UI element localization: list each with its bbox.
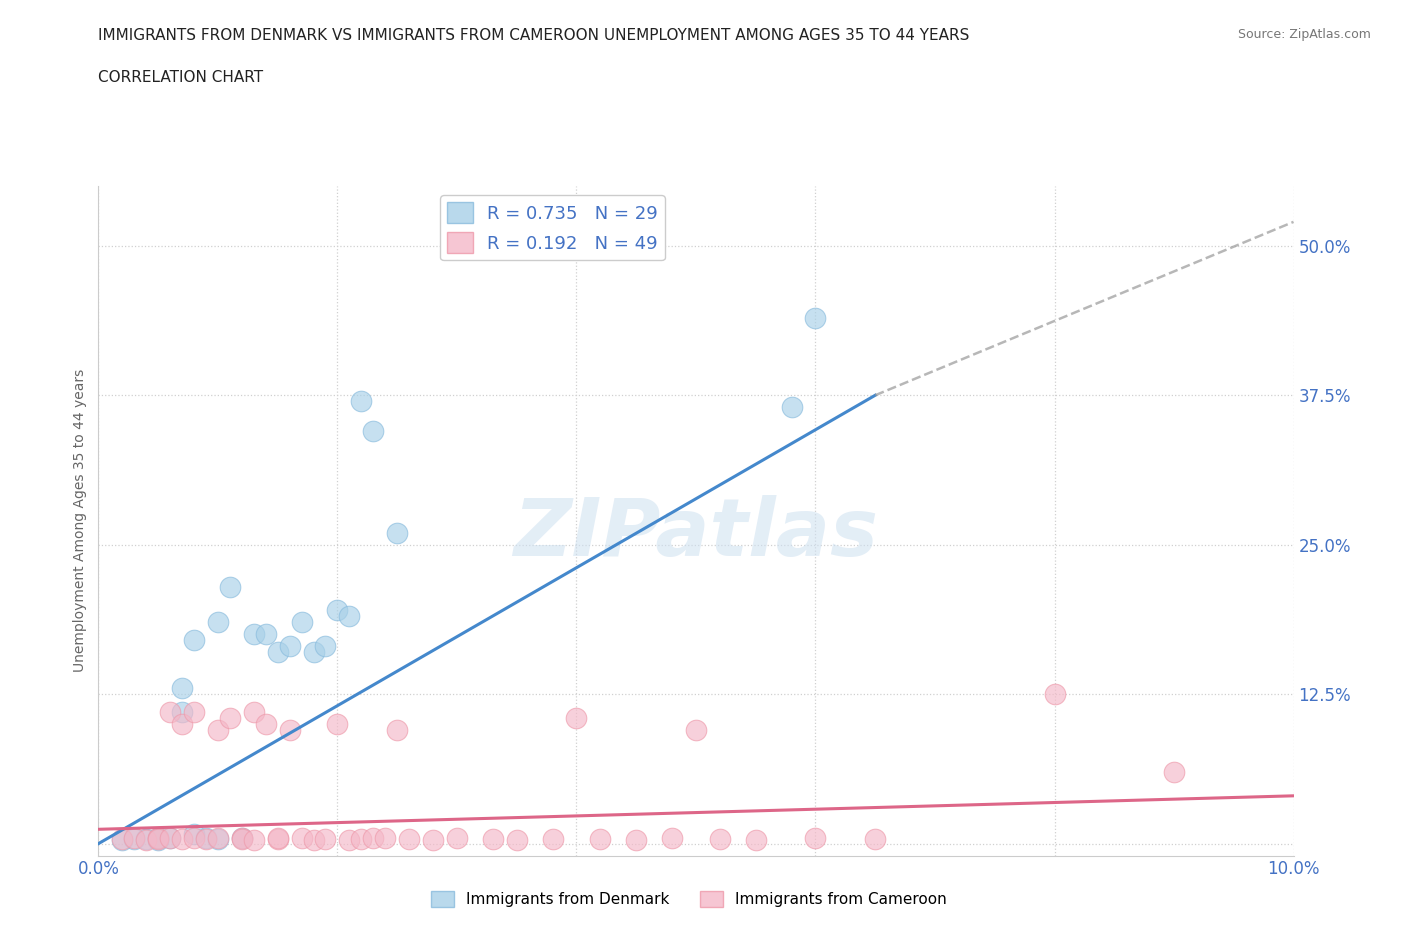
Point (194, 830, 218, 845)
Point (290, 830, 312, 845)
Point (231, 830, 253, 845)
Point (207, 831, 229, 846)
Point (326, 603, 349, 618)
Point (339, 832, 360, 847)
Point (685, 723, 707, 737)
Point (219, 579, 242, 594)
Point (243, 832, 266, 847)
Point (111, 832, 134, 847)
Point (172, 831, 194, 846)
Point (159, 830, 181, 845)
Point (745, 832, 768, 847)
Point (315, 831, 337, 846)
Point (148, 832, 170, 847)
Point (111, 831, 134, 846)
Point (363, 424, 385, 439)
Point (148, 830, 170, 845)
Point (326, 717, 349, 732)
Legend: R = 0.735   N = 29, R = 0.192   N = 49: R = 0.735 N = 29, R = 0.192 N = 49 (440, 195, 665, 260)
Text: ZIPatlas: ZIPatlas (513, 495, 879, 573)
Text: IMMIGRANTS FROM DENMARK VS IMMIGRANTS FROM CAMEROON UNEMPLOYMENT AMONG AGES 35 T: IMMIGRANTS FROM DENMARK VS IMMIGRANTS FR… (98, 28, 970, 43)
Point (385, 525, 409, 540)
Point (541, 831, 564, 846)
Point (172, 717, 194, 732)
Point (207, 615, 229, 630)
Point (148, 831, 170, 846)
Point (124, 831, 146, 846)
Point (194, 831, 218, 846)
Point (385, 723, 409, 737)
Point (780, 400, 803, 415)
Point (302, 644, 325, 659)
Point (398, 831, 420, 846)
Text: CORRELATION CHART: CORRELATION CHART (98, 70, 263, 85)
Point (709, 831, 731, 846)
Point (267, 830, 290, 845)
Point (1163, 764, 1185, 779)
Legend: Immigrants from Denmark, Immigrants from Cameroon: Immigrants from Denmark, Immigrants from… (425, 884, 953, 913)
Point (172, 681, 194, 696)
Point (506, 832, 529, 847)
Point (865, 831, 887, 846)
Point (231, 831, 253, 846)
Point (207, 830, 229, 845)
Point (207, 723, 229, 737)
Point (183, 830, 205, 845)
Point (243, 627, 266, 642)
Point (589, 831, 612, 846)
Point (374, 830, 396, 845)
Point (267, 644, 290, 659)
Point (148, 830, 170, 845)
Point (183, 633, 205, 648)
Point (254, 627, 277, 642)
Point (183, 705, 205, 720)
Point (159, 705, 181, 720)
Point (565, 711, 588, 725)
Point (624, 832, 647, 847)
Point (278, 723, 301, 737)
Point (350, 831, 373, 846)
Point (290, 615, 312, 630)
Point (278, 639, 301, 654)
Point (135, 832, 157, 847)
Point (172, 705, 194, 720)
Point (159, 830, 181, 845)
Point (231, 830, 253, 845)
Point (804, 830, 827, 845)
Point (243, 705, 266, 720)
Point (135, 831, 157, 846)
Point (219, 711, 242, 725)
Point (124, 830, 146, 845)
Point (804, 310, 827, 325)
Point (315, 639, 337, 654)
Point (1043, 686, 1066, 701)
Point (254, 717, 277, 732)
Point (422, 832, 444, 847)
Point (481, 831, 505, 846)
Point (350, 393, 373, 408)
Point (267, 831, 290, 846)
Point (339, 609, 360, 624)
Y-axis label: Unemployment Among Ages 35 to 44 years: Unemployment Among Ages 35 to 44 years (73, 369, 87, 672)
Point (302, 832, 325, 847)
Text: Source: ZipAtlas.com: Source: ZipAtlas.com (1237, 28, 1371, 41)
Point (363, 830, 385, 845)
Point (446, 830, 468, 845)
Point (661, 830, 683, 845)
Point (183, 827, 205, 842)
